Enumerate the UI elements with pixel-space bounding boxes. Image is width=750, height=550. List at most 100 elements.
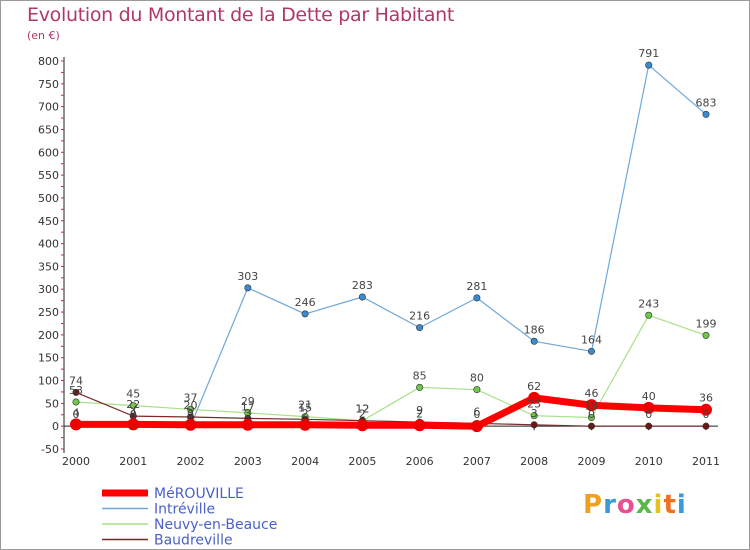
data-label: 37 <box>184 391 198 404</box>
data-label: 36 <box>699 392 713 405</box>
data-label: 0 <box>187 408 194 421</box>
data-label: 29 <box>241 395 255 408</box>
data-label: 186 <box>524 323 545 336</box>
data-point <box>702 110 710 118</box>
unit-label: (en €) <box>27 29 60 42</box>
y-tick-label: 400 <box>38 238 59 251</box>
logo-letter: r <box>603 490 617 520</box>
data-label: 303 <box>237 270 258 283</box>
x-tick-label: 2004 <box>291 455 319 468</box>
data-label: 80 <box>470 372 484 385</box>
y-tick-label: 50 <box>45 397 59 410</box>
data-point <box>473 294 481 302</box>
data-label: 283 <box>352 279 373 292</box>
data-point <box>416 324 424 332</box>
data-point <box>129 402 137 410</box>
data-point <box>530 412 538 420</box>
data-label: 19 <box>584 400 598 413</box>
data-label: 2 <box>302 407 309 420</box>
data-label: 164 <box>581 333 602 346</box>
data-label: 3 <box>187 407 194 420</box>
data-label: 62 <box>527 380 541 393</box>
data-label: 17 <box>241 400 255 413</box>
data-label: 40 <box>642 390 656 403</box>
legend-label: Baudreville <box>154 533 233 549</box>
x-tick-label: 2006 <box>406 455 434 468</box>
legend: MéROUVILLEIntrévilleNeuvy-en-BeauceBaudr… <box>102 486 277 549</box>
logo-letter: x <box>635 490 654 520</box>
data-point <box>473 386 481 394</box>
legend-label: Neuvy-en-Beauce <box>154 517 277 533</box>
y-tick-label: 0 <box>52 420 59 433</box>
data-label: 0 <box>645 408 652 421</box>
data-point <box>642 401 655 414</box>
data-point <box>127 418 140 431</box>
y-tick-label: 600 <box>38 146 59 159</box>
series-layer <box>70 61 712 433</box>
x-tick-label: 2000 <box>62 455 90 468</box>
data-point <box>184 418 197 431</box>
data-point <box>587 422 595 430</box>
logo-letter: t <box>663 490 677 520</box>
data-point <box>72 388 80 396</box>
y-tick-label: 800 <box>38 55 59 68</box>
y-tick-label: -50 <box>41 443 59 456</box>
y-tick-label: 250 <box>38 306 59 319</box>
data-point <box>700 403 712 416</box>
data-point <box>299 418 312 431</box>
logo-letter: i <box>653 490 664 520</box>
data-label: 4 <box>73 406 80 419</box>
series-line-0 <box>75 64 707 427</box>
data-point <box>356 419 369 432</box>
data-point <box>358 293 366 301</box>
data-label: 45 <box>126 388 140 401</box>
y-tick-label: 150 <box>38 352 59 365</box>
y-tick-label: 300 <box>38 283 59 296</box>
data-label: 12 <box>355 403 369 416</box>
series-line-3 <box>72 394 710 430</box>
data-point <box>70 418 82 431</box>
data-point <box>187 405 195 413</box>
series-line-2 <box>75 391 707 427</box>
data-label: 15 <box>298 401 312 414</box>
x-tick-label: 2007 <box>463 455 491 468</box>
data-label: 23 <box>527 398 541 411</box>
data-label: 0 <box>588 408 595 421</box>
data-label: 0 <box>73 408 80 421</box>
data-point <box>244 284 252 292</box>
data-label: 0 <box>130 408 137 421</box>
x-tick-label: 2005 <box>348 455 376 468</box>
series-line-1 <box>75 314 707 422</box>
x-tick-label: 2009 <box>577 455 605 468</box>
data-label: 0 <box>703 408 710 421</box>
data-point <box>72 398 80 406</box>
data-label: 281 <box>466 280 487 293</box>
x-tick-label: 2001 <box>119 455 147 468</box>
x-tick-label: 2010 <box>635 455 663 468</box>
data-point <box>645 311 653 319</box>
data-point <box>587 347 595 355</box>
y-tick-label: 650 <box>38 123 59 136</box>
data-point <box>241 418 254 431</box>
y-tick-label: 750 <box>38 78 59 91</box>
data-label: 9 <box>416 404 423 417</box>
data-point <box>645 61 653 69</box>
data-label: 199 <box>696 317 717 330</box>
legend-label: MéROUVILLE <box>154 486 244 502</box>
x-tick-label: 2011 <box>692 455 720 468</box>
data-label: 85 <box>413 369 427 382</box>
y-tick-label: 350 <box>38 260 59 273</box>
data-label: 683 <box>696 96 717 109</box>
data-label: 0 <box>473 408 480 421</box>
x-tick-label: 2002 <box>177 455 205 468</box>
y-tick-label: 200 <box>38 329 59 342</box>
data-label: 46 <box>584 387 598 400</box>
data-point <box>702 422 710 430</box>
data-label: 243 <box>638 297 659 310</box>
data-label: 6 <box>473 405 480 418</box>
data-label: 12 <box>355 403 369 416</box>
x-tick-label: 2003 <box>234 455 262 468</box>
